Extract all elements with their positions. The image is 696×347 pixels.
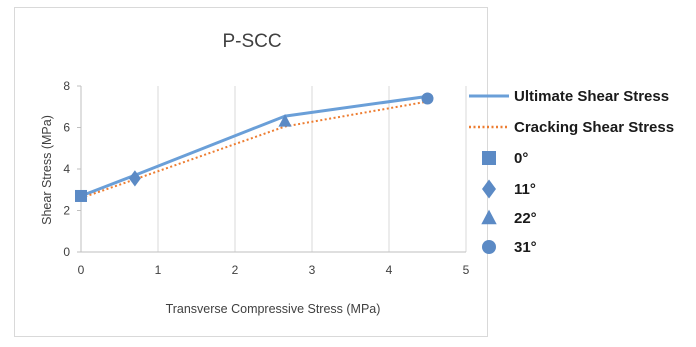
x-tick-label: 4 [386, 263, 393, 277]
series-line-cracking [80, 100, 428, 199]
series-line-ultimate [80, 94, 428, 198]
y-tick-label: 6 [63, 121, 70, 135]
legend-label: Cracking Shear Stress [514, 119, 674, 136]
x-axis-title: Transverse Compressive Stress (MPa) [166, 302, 381, 316]
data-point-triangle [278, 114, 292, 127]
legend: Ultimate Shear Stress Cracking Shear Stre… [469, 88, 674, 256]
chart-title: P-SCC [222, 31, 281, 52]
y-tick-label: 8 [63, 79, 70, 93]
data-point-circle [421, 92, 434, 105]
x-tick-labels: 0 1 2 3 4 5 [78, 263, 470, 277]
legend-marker-diamond [482, 179, 496, 199]
legend-label: 22° [514, 210, 537, 227]
x-tick-label: 3 [309, 263, 316, 277]
x-tick-label: 2 [232, 263, 239, 277]
data-point-diamond [128, 170, 141, 187]
y-tick-labels: 0 2 4 6 8 [63, 79, 70, 259]
data-point-square [75, 189, 87, 202]
legend-marker-square [482, 151, 496, 165]
x-tick-label: 1 [155, 263, 162, 277]
legend-label: 31° [514, 239, 537, 256]
x-tick-label: 0 [78, 263, 85, 277]
chart-frame [14, 7, 488, 337]
series-markers [75, 92, 434, 202]
legend-label: 11° [514, 181, 536, 198]
legend-label: 0° [514, 150, 528, 167]
axes [77, 85, 466, 253]
legend-marker-circle [482, 240, 496, 254]
y-tick-label: 2 [63, 204, 70, 218]
y-tick-label: 0 [63, 245, 70, 259]
series-lines [80, 94, 428, 199]
legend-marker-triangle [481, 209, 497, 225]
x-tick-label: 5 [463, 263, 470, 277]
y-tick-label: 4 [63, 162, 70, 176]
legend-label: Ultimate Shear Stress [514, 88, 669, 105]
y-axis-title: Shear Stress (MPa) [40, 115, 54, 225]
